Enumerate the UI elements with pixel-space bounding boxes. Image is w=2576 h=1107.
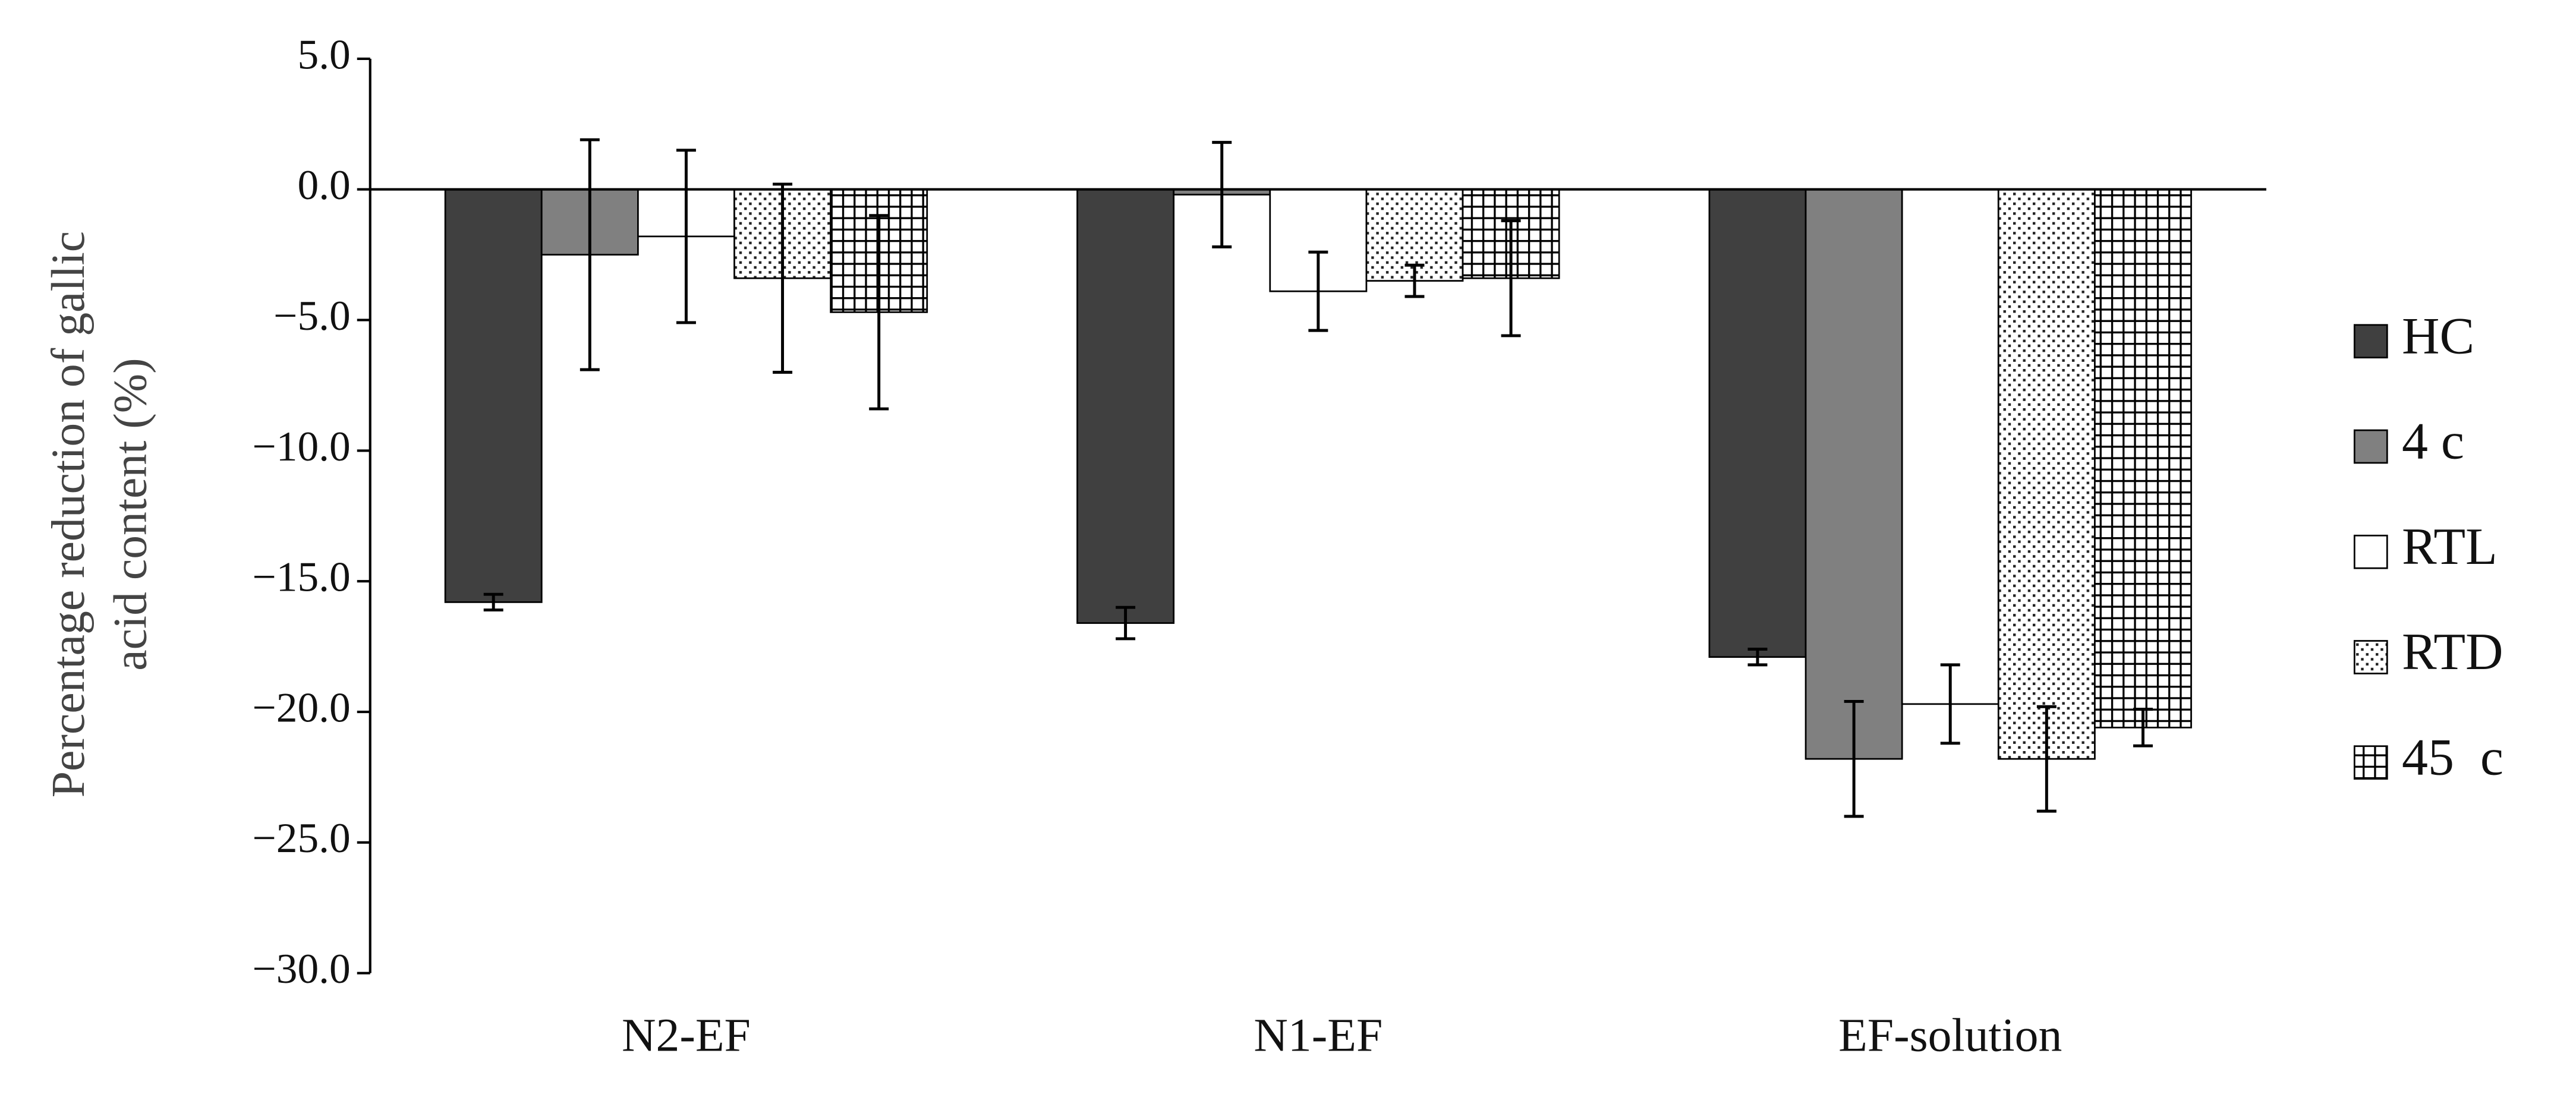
error-bar [1940,663,1960,745]
error-bar [1212,141,1232,248]
bar [444,188,543,603]
bar [1901,188,1999,705]
error-bar [580,138,600,371]
bar [1805,188,1903,760]
error-bar [1844,699,1864,818]
legend-label: RTL [2402,518,2498,576]
y-tick-label: −20.0 [252,684,350,731]
error-bar [2133,708,2153,748]
bar [2094,188,2192,728]
error-bar [1747,648,1768,667]
x-tick-label: N1-EF [1254,1010,1383,1062]
error-bar [1116,605,1136,641]
legend-label: RTD [2402,623,2503,681]
y-tick-label: −30.0 [252,945,350,992]
error-bar [483,592,503,612]
bar [1708,188,1807,658]
error-bar [1501,219,1521,338]
x-tick-label: N2-EF [622,1010,751,1062]
legend-label: 45 c [2402,728,2503,786]
legend-label: HC [2402,307,2474,365]
y-axis-label: Percentage reduction of gallic [42,231,95,797]
x-tick-label: EF-solution [1838,1010,2062,1062]
legend-swatch [2353,745,2388,780]
error-bar [1308,250,1328,332]
bar [1997,188,2096,760]
error-bar [773,182,793,374]
error-bar [869,214,889,411]
error-bar [2036,705,2057,813]
legend-swatch [2353,534,2388,569]
y-tick-label: −5.0 [273,292,351,339]
y-tick-label: −15.0 [252,554,350,601]
error-bar [676,149,696,324]
error-bar [1404,263,1425,298]
y-tick-label: 0.0 [297,162,350,209]
y-tick-label: −10.0 [252,423,350,470]
bar [1076,188,1175,624]
legend-swatch [2353,324,2388,359]
legend-swatch [2353,429,2388,464]
legend-swatch [2353,640,2388,674]
y-axis-label: acid content (%) [104,358,156,670]
legend-label: 4 c [2402,413,2464,471]
y-tick-label: −25.0 [252,815,350,862]
y-tick-label: 5.0 [297,31,350,78]
